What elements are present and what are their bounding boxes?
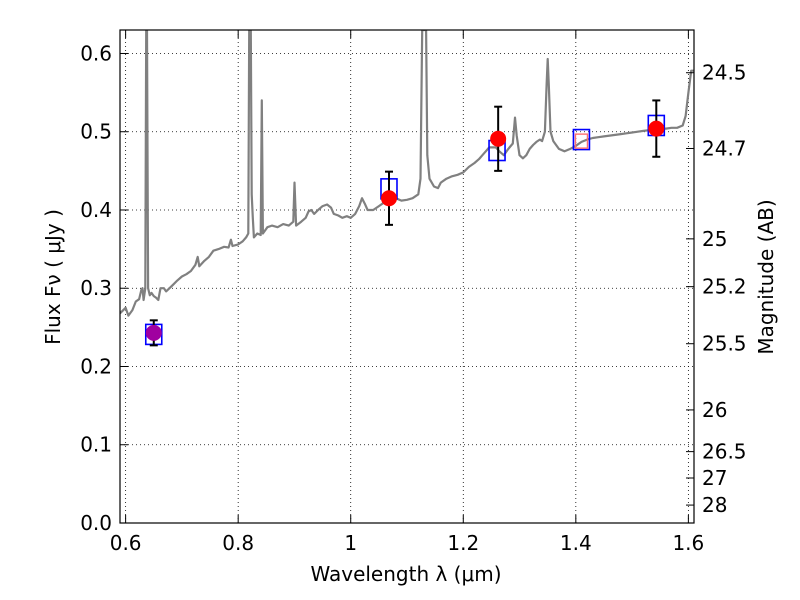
observed-point [648, 120, 665, 137]
model-box-marker [572, 128, 591, 151]
x-tick-label: 0.8 [222, 531, 254, 555]
y-axis-title: Flux Fν ( μJy ) [41, 209, 65, 345]
x-axis: 0.6 0.8 1 1.2 1.4 1.6 [110, 30, 704, 555]
spectrum-line [120, 30, 694, 317]
y-right-tick-label: 26 [702, 398, 727, 422]
observed-point [490, 130, 507, 147]
y-right-tick-label: 24.5 [702, 61, 747, 85]
y-right-tick-label: 25.2 [702, 275, 747, 299]
observed-point [145, 324, 162, 341]
x-tick-label: 1.6 [672, 531, 704, 555]
y-right-tick-label: 25 [702, 227, 727, 251]
y-tick-label: 0.5 [80, 120, 112, 144]
x-tick-label: 1 [344, 531, 357, 555]
observed-point [380, 190, 397, 207]
y-right-tick-label: 24.7 [702, 136, 747, 160]
observed-limit-square [574, 133, 589, 149]
y-tick-label: 0.2 [80, 354, 112, 378]
y-tick-label: 0.1 [80, 433, 112, 457]
y-tick-label: 0.6 [80, 41, 112, 65]
markers-group [144, 99, 666, 347]
y-right-tick-label: 26.5 [702, 440, 747, 464]
y-right-tick-label: 27 [702, 466, 727, 490]
plot-frame [119, 29, 695, 524]
x-axis-title: Wavelength λ (μm) [310, 562, 501, 586]
y-tick-label: 0.0 [80, 511, 112, 535]
y-axis-right-title: Magnitude (AB) [754, 199, 778, 354]
x-tick-label: 1.2 [447, 531, 479, 555]
y-right-tick-label: 25.5 [702, 332, 747, 356]
y-tick-label: 0.4 [80, 198, 112, 222]
x-tick-label: 0.6 [110, 531, 142, 555]
y-axis-left: 0.0 0.1 0.2 0.3 0.4 0.5 0.6 [80, 41, 128, 535]
spectrum-line-group [120, 30, 694, 317]
y-axis-right: 24.5 24.7 25 25.2 25.5 26 26.527 28 [686, 61, 747, 517]
y-tick-label: 0.3 [80, 276, 112, 300]
x-tick-label: 1.4 [560, 531, 592, 555]
y-right-tick-label: 28 [702, 493, 727, 517]
